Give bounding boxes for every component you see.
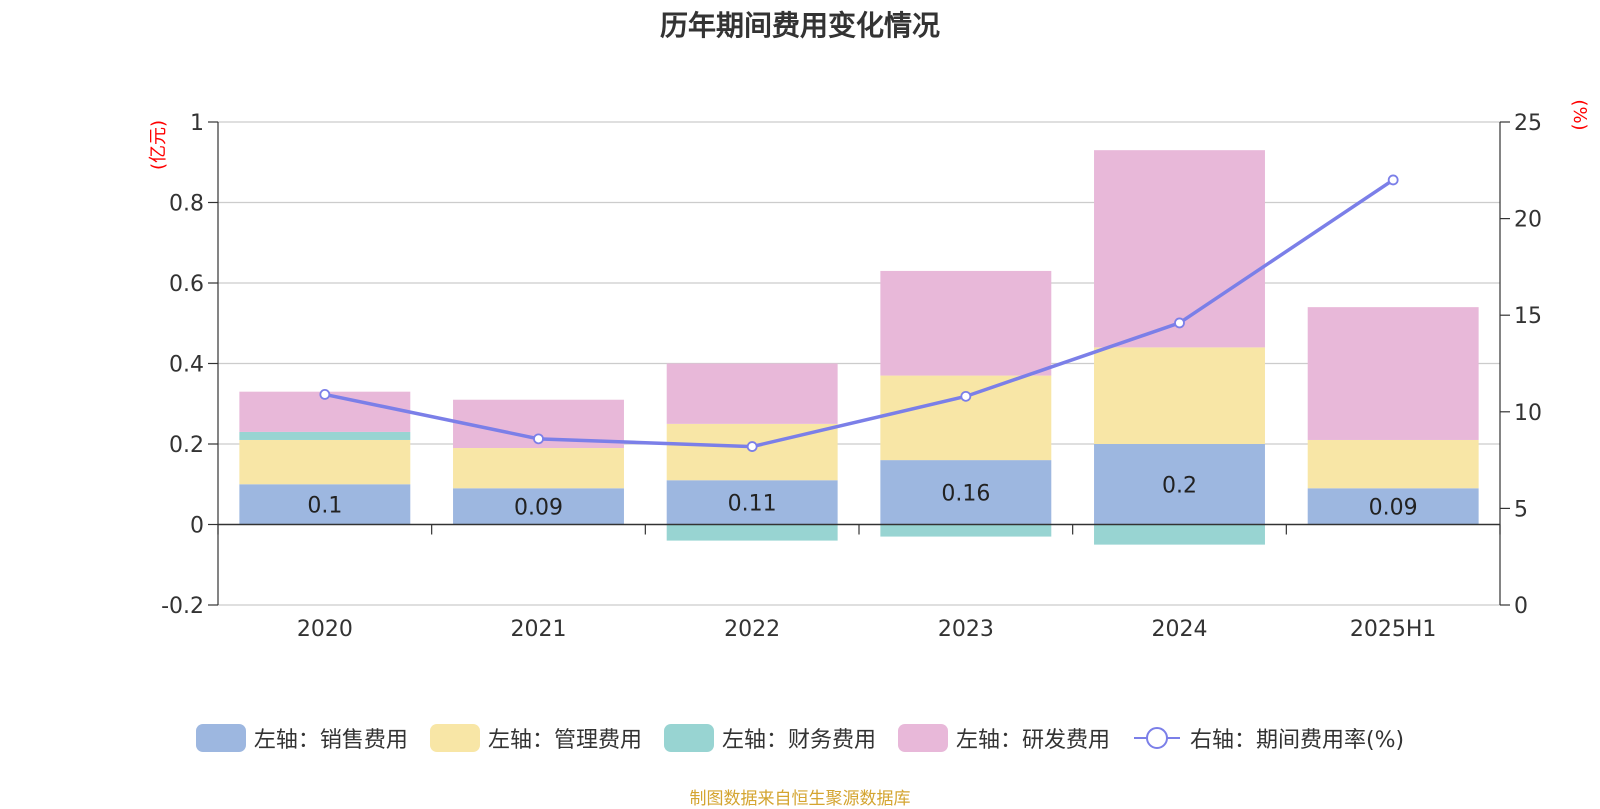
legend-swatch [663, 724, 714, 752]
left-axis-tick-label: 0.8 [169, 192, 204, 217]
x-axis-tick-label: 2021 [511, 617, 567, 642]
left-axis-tick-label: 1 [190, 111, 204, 136]
rate-point [533, 433, 544, 445]
bar-segment [1094, 524, 1265, 545]
legend: 左轴：销售费用 左轴：管理费用 左轴：财务费用 左轴：研发费用 右轴：期间费用率(%) [0, 718, 1600, 758]
left-axis-tick-label: 0.2 [169, 433, 204, 458]
source-note: 制图数据来自恒生聚源数据库 [689, 789, 911, 809]
bar-segment [1307, 307, 1479, 440]
legend-item[interactable]: 左轴：研发费用 [897, 722, 1110, 754]
bar-segment [880, 524, 1052, 537]
rate-point [319, 389, 331, 400]
bar-data-label: 0.2 [1162, 473, 1197, 498]
legend-label: 左轴：管理费用 [487, 728, 642, 753]
legend-item[interactable]: 左轴：管理费用 [429, 722, 642, 754]
legend-swatch [195, 724, 246, 752]
right-axis-unit-label: (%) [1569, 99, 1590, 130]
bar-segment [1307, 439, 1479, 489]
bar-segment [880, 375, 1052, 461]
rate-point [746, 441, 758, 452]
left-axis-tick-label: -0.2 [161, 594, 204, 619]
bar-segment [1094, 347, 1265, 444]
bar-segment [666, 363, 838, 424]
right-axis-tick-label: 5 [1514, 497, 1528, 522]
bar-data-label: 0.16 [941, 481, 990, 506]
bar-segment [880, 270, 1052, 376]
right-axis-tick-label: 15 [1514, 304, 1542, 329]
rate-point [960, 390, 972, 402]
bar-segment [239, 439, 411, 485]
x-axis-tick-label: 2023 [938, 617, 994, 642]
legend-label: 左轴：研发费用 [955, 728, 1110, 753]
bar-segment [453, 488, 624, 525]
legend-label: 右轴：期间费用率(%) [1189, 728, 1405, 753]
left-axis-unit-label: (亿元) [148, 120, 169, 170]
legend-swatch [897, 724, 948, 752]
bar-data-label: 0.09 [514, 495, 563, 520]
right-axis-tick-label: 10 [1514, 401, 1542, 426]
bar-segment [1307, 488, 1479, 525]
right-axis-tick-label: 20 [1514, 208, 1542, 233]
bar-data-label: 0.1 [307, 493, 342, 518]
legend-item[interactable]: 右轴：期间费用率(%) [1132, 722, 1404, 754]
left-axis-tick-label: 0.4 [169, 353, 204, 378]
right-axis-tick-label: 25 [1514, 111, 1542, 136]
legend-item[interactable]: 左轴：财务费用 [663, 722, 876, 754]
x-axis-tick-label: 2024 [1152, 617, 1208, 642]
legend-label: 左轴：销售费用 [253, 728, 408, 753]
rate-line [324, 178, 1395, 449]
right-axis-tick-label: 0 [1514, 594, 1528, 619]
bar-segment [239, 484, 411, 525]
legend-label: 左轴：财务费用 [721, 728, 876, 753]
bar-data-label: 0.09 [1369, 495, 1418, 520]
rate-point [1174, 317, 1185, 329]
bar-segment [453, 448, 624, 489]
legend-swatch [429, 724, 480, 752]
left-axis-tick-label: 0.6 [169, 272, 204, 297]
x-axis-tick-label: 2025H1 [1350, 617, 1437, 642]
bar-segment [666, 524, 838, 541]
bar-segment [1094, 444, 1265, 525]
x-axis-tick-label: 2022 [724, 617, 780, 642]
bar-segment [666, 480, 838, 525]
rate-point [1387, 174, 1399, 186]
bar-data-label: 0.11 [728, 491, 777, 516]
bar-segment [1094, 150, 1265, 348]
chart-title: 历年期间费用变化情况 [659, 9, 940, 42]
bar-segment [880, 460, 1052, 525]
left-axis-tick-label: 0 [190, 514, 204, 539]
bar-segment [239, 431, 411, 440]
x-axis-tick-label: 2020 [297, 617, 353, 642]
legend-line-marker [1133, 727, 1180, 749]
legend-item[interactable]: 左轴：销售费用 [195, 722, 408, 754]
